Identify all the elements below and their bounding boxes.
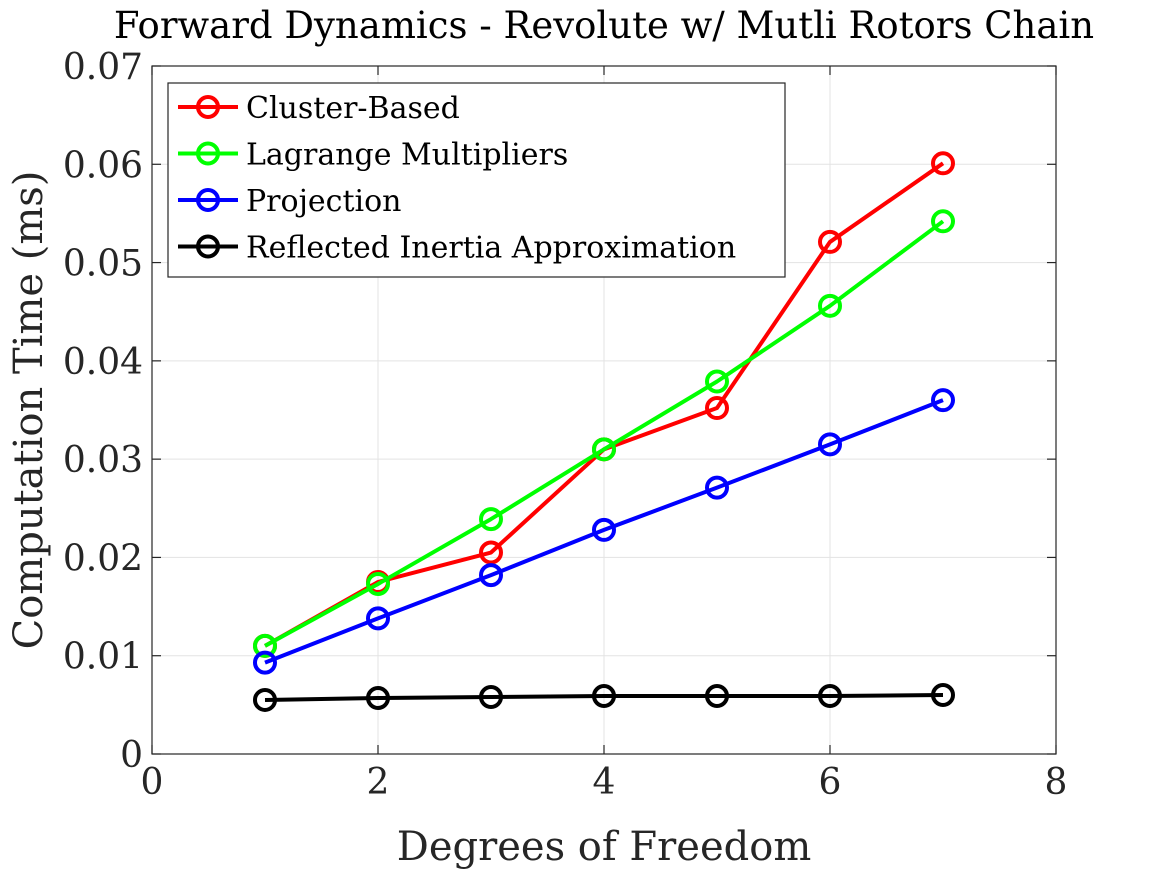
x-tick-label: 8 <box>1045 762 1068 803</box>
y-tick-label: 0.06 <box>63 145 143 186</box>
y-tick-label: 0.02 <box>63 538 143 579</box>
x-axis-label: Degrees of Freedom <box>397 824 812 870</box>
x-tick-label: 0 <box>141 762 164 803</box>
data-point <box>931 151 955 176</box>
x-tick-label: 4 <box>593 762 616 803</box>
data-point <box>479 563 503 588</box>
legend: Cluster-Based Lagrange Multipliers Project… <box>167 82 786 278</box>
data-point <box>818 432 842 457</box>
series-4 <box>253 683 955 712</box>
data-point <box>253 633 277 658</box>
series-3 <box>253 388 955 675</box>
legend-marker <box>196 141 220 166</box>
y-tick-label: 0 <box>120 735 143 776</box>
data-point <box>479 684 503 709</box>
data-point <box>366 571 390 596</box>
data-point <box>592 437 616 462</box>
data-point <box>705 396 729 421</box>
y-axis-label: Computation Time (ms) <box>6 171 52 650</box>
series-line <box>264 398 944 665</box>
data-point <box>253 650 277 675</box>
data-point <box>931 209 955 234</box>
legend-label: Lagrange Multipliers <box>246 138 568 173</box>
legend-marker <box>196 234 220 259</box>
legend-label: Reflected Inertia Approximation <box>246 231 736 266</box>
data-point <box>592 517 616 542</box>
legend-marker <box>196 95 220 119</box>
series-line <box>264 693 944 702</box>
data-point <box>818 293 842 318</box>
legend-marker <box>196 188 220 212</box>
data-point <box>253 687 277 712</box>
y-tick-label: 0.05 <box>63 244 143 285</box>
x-tick-label: 6 <box>819 762 842 803</box>
series-2 <box>253 209 955 658</box>
y-tick-label: 0.04 <box>63 342 143 383</box>
data-point <box>592 684 616 709</box>
data-point <box>705 369 729 394</box>
y-tick-label: 0.01 <box>63 637 143 678</box>
legend-label: Cluster-Based <box>246 91 460 126</box>
data-point <box>366 685 390 710</box>
y-tick-label: 0.03 <box>63 440 143 481</box>
data-point <box>366 606 390 631</box>
x-tick-label: 2 <box>367 762 390 803</box>
data-point <box>479 507 503 532</box>
data-point <box>705 684 729 709</box>
chart-title: Forward Dynamics - Revolute w/ Mutli Rot… <box>114 4 1094 47</box>
series-line <box>264 219 945 648</box>
data-point <box>705 475 729 500</box>
data-point <box>818 229 842 254</box>
data-point <box>479 540 503 565</box>
legend-label: Projection <box>246 184 401 219</box>
data-point <box>931 683 955 708</box>
legend-box <box>167 82 786 278</box>
data-point <box>818 684 842 709</box>
data-point <box>931 388 955 413</box>
y-tick-label: 0.07 <box>63 47 143 88</box>
